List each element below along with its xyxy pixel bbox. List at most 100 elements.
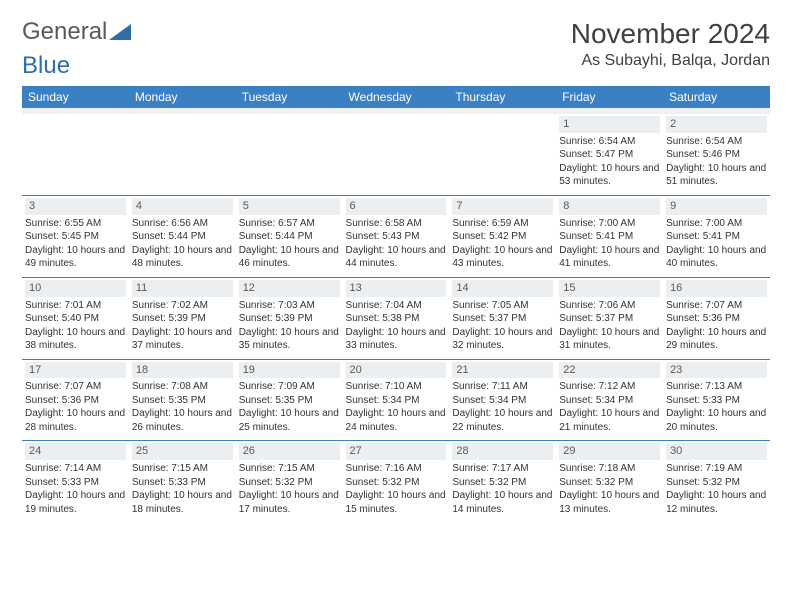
day-number: 26: [239, 443, 340, 460]
day-details: Sunrise: 7:00 AMSunset: 5:41 PMDaylight:…: [559, 217, 660, 271]
day-number: 15: [559, 280, 660, 297]
day-details: Sunrise: 7:07 AMSunset: 5:36 PMDaylight:…: [666, 299, 767, 353]
calendar-week: 3Sunrise: 6:55 AMSunset: 5:45 PMDaylight…: [22, 195, 770, 277]
calendar-cell: 7Sunrise: 6:59 AMSunset: 5:42 PMDaylight…: [449, 195, 556, 277]
sunrise-line: Sunrise: 7:16 AM: [346, 462, 447, 476]
month-title: November 2024: [571, 18, 770, 50]
day-details: Sunrise: 7:10 AMSunset: 5:34 PMDaylight:…: [346, 380, 447, 434]
day-details: Sunrise: 7:19 AMSunset: 5:32 PMDaylight:…: [666, 462, 767, 516]
calendar-cell: 10Sunrise: 7:01 AMSunset: 5:40 PMDayligh…: [22, 277, 129, 359]
day-details: Sunrise: 7:00 AMSunset: 5:41 PMDaylight:…: [666, 217, 767, 271]
day-details: Sunrise: 7:06 AMSunset: 5:37 PMDaylight:…: [559, 299, 660, 353]
day-details: Sunrise: 6:56 AMSunset: 5:44 PMDaylight:…: [132, 217, 233, 271]
daylight-line: Daylight: 10 hours and 26 minutes.: [132, 407, 233, 434]
daylight-line: Daylight: 10 hours and 35 minutes.: [239, 326, 340, 353]
day-details: Sunrise: 7:12 AMSunset: 5:34 PMDaylight:…: [559, 380, 660, 434]
sunrise-line: Sunrise: 7:10 AM: [346, 380, 447, 394]
sunset-line: Sunset: 5:32 PM: [346, 476, 447, 490]
daylight-line: Daylight: 10 hours and 29 minutes.: [666, 326, 767, 353]
sunset-line: Sunset: 5:32 PM: [239, 476, 340, 490]
sunrise-line: Sunrise: 7:00 AM: [559, 217, 660, 231]
calendar-cell: [22, 114, 129, 195]
calendar-cell: [343, 114, 450, 195]
calendar-cell: 6Sunrise: 6:58 AMSunset: 5:43 PMDaylight…: [343, 195, 450, 277]
day-header-row: SundayMondayTuesdayWednesdayThursdayFrid…: [22, 86, 770, 108]
daylight-line: Daylight: 10 hours and 20 minutes.: [666, 407, 767, 434]
day-header: Thursday: [449, 86, 556, 108]
day-header: Friday: [556, 86, 663, 108]
sunset-line: Sunset: 5:37 PM: [452, 312, 553, 326]
day-number: 4: [132, 198, 233, 215]
day-header: Monday: [129, 86, 236, 108]
calendar-cell: 23Sunrise: 7:13 AMSunset: 5:33 PMDayligh…: [663, 359, 770, 441]
calendar-week: 10Sunrise: 7:01 AMSunset: 5:40 PMDayligh…: [22, 277, 770, 359]
day-details: Sunrise: 7:09 AMSunset: 5:35 PMDaylight:…: [239, 380, 340, 434]
day-header: Tuesday: [236, 86, 343, 108]
daylight-line: Daylight: 10 hours and 24 minutes.: [346, 407, 447, 434]
day-details: Sunrise: 7:14 AMSunset: 5:33 PMDaylight:…: [25, 462, 126, 516]
sunset-line: Sunset: 5:34 PM: [452, 394, 553, 408]
brand-logo: General: [22, 18, 133, 46]
day-number: 5: [239, 198, 340, 215]
day-details: Sunrise: 7:15 AMSunset: 5:32 PMDaylight:…: [239, 462, 340, 516]
daylight-line: Daylight: 10 hours and 48 minutes.: [132, 244, 233, 271]
day-number: 16: [666, 280, 767, 297]
sunset-line: Sunset: 5:39 PM: [132, 312, 233, 326]
daylight-line: Daylight: 10 hours and 12 minutes.: [666, 489, 767, 516]
sunset-line: Sunset: 5:33 PM: [132, 476, 233, 490]
sunset-line: Sunset: 5:36 PM: [25, 394, 126, 408]
day-header: Wednesday: [343, 86, 450, 108]
sunset-line: Sunset: 5:33 PM: [25, 476, 126, 490]
day-details: Sunrise: 6:54 AMSunset: 5:46 PMDaylight:…: [666, 135, 767, 189]
day-number: 27: [346, 443, 447, 460]
calendar-cell: 5 Sunrise: 6:57 AMSunset: 5:44 PMDaylight…: [236, 195, 343, 277]
brand-text-1: General: [22, 18, 107, 46]
day-details: Sunrise: 7:04 AMSunset: 5:38 PMDaylight:…: [346, 299, 447, 353]
day-number: 25: [132, 443, 233, 460]
calendar-cell: 29Sunrise: 7:18 AMSunset: 5:32 PMDayligh…: [556, 441, 663, 522]
sunset-line: Sunset: 5:36 PM: [666, 312, 767, 326]
calendar-cell: 17Sunrise: 7:07 AMSunset: 5:36 PMDayligh…: [22, 359, 129, 441]
page-header: General November 2024 As Subayhi, Balqa,…: [22, 18, 770, 70]
day-number: 18: [132, 362, 233, 379]
daylight-line: Daylight: 10 hours and 41 minutes.: [559, 244, 660, 271]
calendar-cell: 15 Sunrise: 7:06 AMSunset: 5:37 PMDayligh…: [556, 277, 663, 359]
calendar-cell: 20Sunrise: 7:10 AMSunset: 5:34 PMDayligh…: [343, 359, 450, 441]
calendar-cell: [129, 114, 236, 195]
sunset-line: Sunset: 5:45 PM: [25, 230, 126, 244]
sunset-line: Sunset: 5:39 PM: [239, 312, 340, 326]
calendar-cell: 24Sunrise: 7:14 AMSunset: 5:33 PMDayligh…: [22, 441, 129, 522]
calendar-cell: 25Sunrise: 7:15 AMSunset: 5:33 PMDayligh…: [129, 441, 236, 522]
sunset-line: Sunset: 5:41 PM: [666, 230, 767, 244]
calendar-cell: 4 Sunrise: 6:56 AMSunset: 5:44 PMDaylight…: [129, 195, 236, 277]
sunrise-line: Sunrise: 7:01 AM: [25, 299, 126, 313]
daylight-line: Daylight: 10 hours and 18 minutes.: [132, 489, 233, 516]
day-number: 22: [559, 362, 660, 379]
sunrise-line: Sunrise: 6:54 AM: [559, 135, 660, 149]
day-number: 14: [452, 280, 553, 297]
sunrise-line: Sunrise: 7:15 AM: [239, 462, 340, 476]
day-number: 9: [666, 198, 767, 215]
day-details: Sunrise: 6:59 AMSunset: 5:42 PMDaylight:…: [452, 217, 553, 271]
calendar-cell: 18Sunrise: 7:08 AMSunset: 5:35 PMDayligh…: [129, 359, 236, 441]
sunrise-line: Sunrise: 6:55 AM: [25, 217, 126, 231]
sunrise-line: Sunrise: 7:11 AM: [452, 380, 553, 394]
sunset-line: Sunset: 5:35 PM: [132, 394, 233, 408]
day-details: Sunrise: 6:57 AMSunset: 5:44 PMDaylight:…: [239, 217, 340, 271]
calendar-week: 1Sunrise: 6:54 AMSunset: 5:47 PMDaylight…: [22, 114, 770, 195]
sunrise-line: Sunrise: 7:00 AM: [666, 217, 767, 231]
day-number: 20: [346, 362, 447, 379]
day-number: 30: [666, 443, 767, 460]
sunrise-line: Sunrise: 7:17 AM: [452, 462, 553, 476]
sunset-line: Sunset: 5:37 PM: [559, 312, 660, 326]
daylight-line: Daylight: 10 hours and 51 minutes.: [666, 162, 767, 189]
daylight-line: Daylight: 10 hours and 40 minutes.: [666, 244, 767, 271]
daylight-line: Daylight: 10 hours and 17 minutes.: [239, 489, 340, 516]
sunrise-line: Sunrise: 7:12 AM: [559, 380, 660, 394]
calendar-cell: 30 Sunrise: 7:19 AMSunset: 5:32 PMDayligh…: [663, 441, 770, 522]
day-number: 19: [239, 362, 340, 379]
day-number: 11: [132, 280, 233, 297]
calendar-cell: 3Sunrise: 6:55 AMSunset: 5:45 PMDaylight…: [22, 195, 129, 277]
calendar-cell: 11Sunrise: 7:02 AMSunset: 5:39 PMDayligh…: [129, 277, 236, 359]
daylight-line: Daylight: 10 hours and 44 minutes.: [346, 244, 447, 271]
